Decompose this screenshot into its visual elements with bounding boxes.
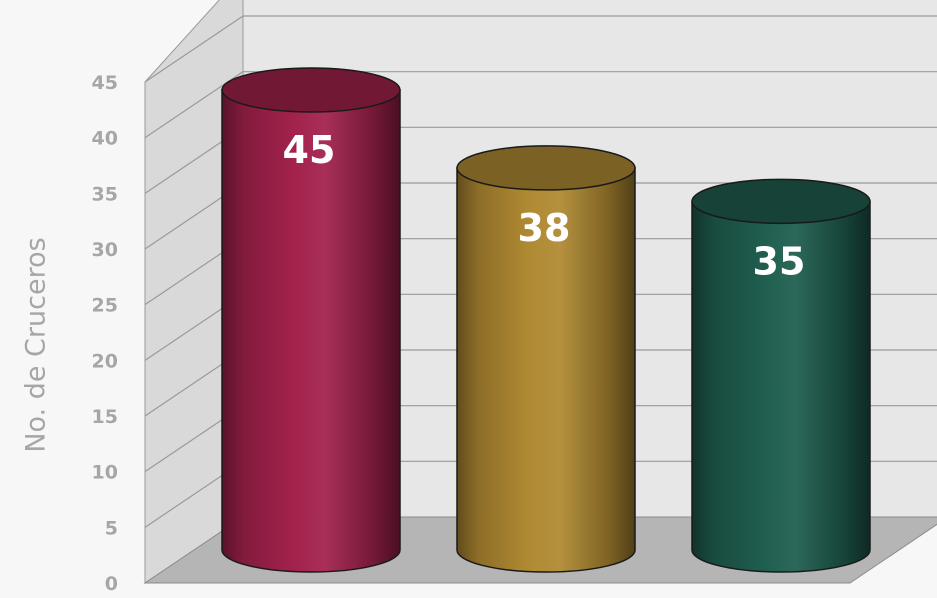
bar-body <box>691 200 871 573</box>
y-tick-label: 40 <box>92 128 118 150</box>
data-labels: 45 38 35 <box>283 128 806 283</box>
bar-top <box>221 67 401 113</box>
bar-cylinder <box>691 178 871 573</box>
bar-cylinder <box>456 145 636 573</box>
bar-cylinder <box>221 67 401 573</box>
data-label: 38 <box>518 206 571 250</box>
y-tick-label: 0 <box>105 573 118 595</box>
y-tick-label: 5 <box>105 517 118 539</box>
y-tick-label: 15 <box>92 406 118 428</box>
y-axis-label: No. de Cruceros <box>20 237 52 453</box>
bar-top <box>456 145 636 191</box>
y-tick-label: 35 <box>92 183 118 205</box>
y-tick-label: 20 <box>92 350 118 372</box>
y-tick-label: 10 <box>92 462 118 484</box>
bar-body <box>221 89 401 573</box>
y-tick-label: 45 <box>92 72 118 94</box>
y-axis-ticks: 0 5 10 15 20 25 30 35 40 45 <box>92 72 118 595</box>
data-label: 35 <box>753 239 806 283</box>
data-label: 45 <box>283 128 336 172</box>
bar-body <box>456 167 636 573</box>
bar-top <box>691 178 871 225</box>
gridline-side <box>144 15 244 83</box>
y-tick-label: 25 <box>92 295 118 317</box>
bars <box>221 67 871 573</box>
y-tick-label: 30 <box>92 239 118 261</box>
